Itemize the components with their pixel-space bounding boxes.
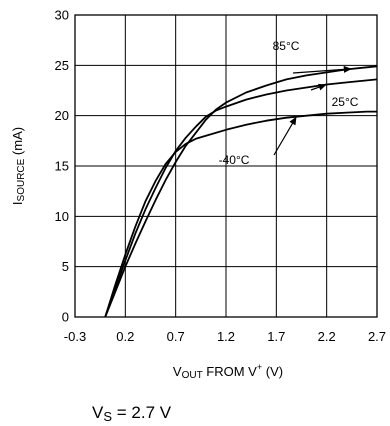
x-tick-label: 1.7: [267, 329, 285, 344]
annotation-arrowhead: [289, 116, 297, 126]
x-tick-label: 1.2: [217, 329, 235, 344]
annotation-label: -40°C: [219, 153, 250, 167]
y-tick-label: 20: [55, 108, 69, 123]
plot-frame: [74, 14, 378, 318]
annotation-arrowhead: [317, 83, 327, 91]
annotation-arrow: [292, 68, 346, 74]
y-tick-label: 15: [55, 159, 69, 174]
series-line: [104, 78, 378, 318]
x-tick-label: 2.2: [318, 329, 336, 344]
annotation-label: 85°C: [273, 39, 300, 53]
y-tick-label: 25: [55, 58, 69, 73]
y-tick-label: 0: [62, 310, 69, 325]
annotation-arrowhead: [343, 65, 352, 73]
annotations: 85°C 25°C -40°C: [219, 39, 359, 167]
y-tick-labels: 0 5 10 15 20 25 30: [55, 8, 69, 325]
y-tick-label: 10: [55, 209, 69, 224]
series-line: [104, 65, 378, 318]
series-line: [104, 110, 377, 318]
x-tick-label: 0.7: [167, 329, 185, 344]
x-tick-label: 0.2: [116, 329, 134, 344]
y-tick-label: 5: [62, 259, 69, 274]
x-tick-label: 2.7: [368, 329, 386, 344]
annotation-label: 25°C: [332, 95, 359, 109]
annotation-arrow: [273, 121, 294, 156]
x-tick-labels: -0.3 0.2 0.7 1.2 1.7 2.2 2.7: [64, 329, 386, 344]
x-axis-label: VOUT FROM V+ (V): [173, 362, 283, 381]
supply-condition: VS = 2.7 V: [92, 403, 172, 424]
y-axis-label: ISOURCE (mA): [10, 127, 27, 205]
x-tick-label: -0.3: [64, 329, 86, 344]
y-tick-label: 30: [55, 8, 69, 23]
